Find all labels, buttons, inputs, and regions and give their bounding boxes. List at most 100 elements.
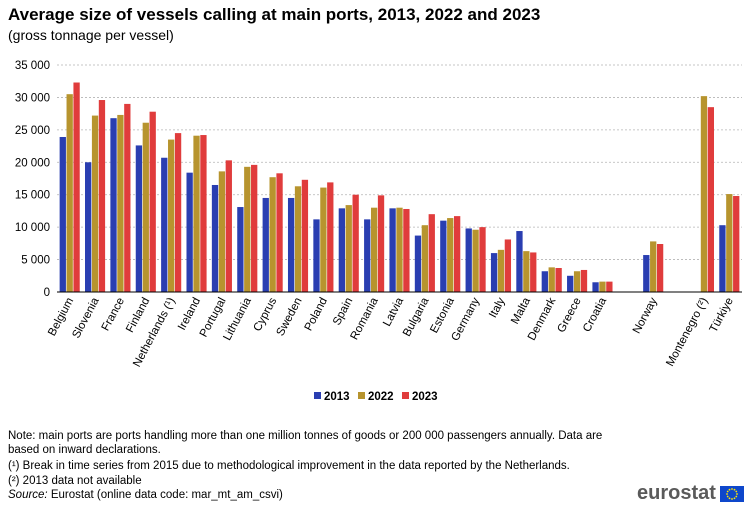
bar-2023 bbox=[656, 244, 664, 292]
bar-2023 bbox=[530, 252, 537, 292]
eurostat-logo: eurostat bbox=[637, 482, 744, 505]
bar-2013 bbox=[490, 253, 498, 292]
bar-chart: 0 5 000 10 000 15 000 20 000 25 000 30 000 35 0… bbox=[15, 60, 742, 403]
source-line: Source: Eurostat (online data code: mar_… bbox=[8, 489, 283, 501]
bar-2022 bbox=[345, 205, 352, 292]
bar-2022 bbox=[726, 194, 733, 292]
bar-2023 bbox=[428, 214, 435, 292]
legend: 2013 2022 2023 bbox=[314, 391, 438, 403]
bar-2022 bbox=[650, 241, 657, 292]
bar-2022 bbox=[548, 267, 555, 292]
bar-2023 bbox=[327, 182, 334, 292]
bar-2022 bbox=[66, 94, 73, 292]
x-tick-label: Finland bbox=[124, 296, 152, 335]
bar-2013 bbox=[262, 197, 269, 292]
source-text: Eurostat (online data code: mar_mt_am_cs… bbox=[47, 489, 283, 501]
bar-2022 bbox=[497, 249, 505, 292]
bar-2013 bbox=[567, 275, 574, 292]
bar-2023 bbox=[479, 227, 486, 292]
bar-2022 bbox=[396, 207, 403, 292]
bar-2013 bbox=[161, 157, 168, 292]
bar-2023 bbox=[225, 160, 232, 292]
bar-2013 bbox=[389, 208, 396, 292]
bar-2013 bbox=[186, 172, 193, 292]
y-tick-label: 35 000 bbox=[15, 60, 50, 72]
footnote-1: (¹) Break in time series from 2015 due t… bbox=[8, 460, 570, 472]
bar-2013 bbox=[237, 207, 244, 292]
x-tick-label: France bbox=[100, 296, 127, 333]
bar-2023 bbox=[352, 194, 359, 292]
bar-2022 bbox=[700, 96, 708, 292]
x-tick-label: Montenegro (²) bbox=[664, 296, 710, 369]
bar-2023 bbox=[504, 239, 512, 292]
bar-2023 bbox=[124, 103, 131, 293]
bar-2022 bbox=[294, 186, 302, 292]
bar-2023 bbox=[403, 208, 410, 292]
x-tick-label: Sweden bbox=[275, 296, 305, 338]
legend-label-2023: 2023 bbox=[412, 391, 438, 403]
bar-2023 bbox=[580, 269, 588, 292]
legend-swatch-2023 bbox=[402, 392, 409, 399]
bar-2022 bbox=[91, 115, 99, 293]
x-tick-label: Ireland bbox=[176, 296, 203, 333]
x-tick-label: Croatia bbox=[581, 295, 609, 334]
y-axis-tick-labels: 0 5 000 10 000 15 000 20 000 25 000 30 000 35 0… bbox=[15, 60, 50, 299]
bar-2023 bbox=[453, 216, 461, 292]
legend-label-2013: 2013 bbox=[324, 391, 350, 403]
bar-2013 bbox=[440, 220, 447, 292]
x-tick-label: Türkiye bbox=[708, 296, 736, 335]
bar-2013 bbox=[85, 162, 92, 292]
x-tick-label: Latvia bbox=[381, 295, 406, 328]
legend-swatch-2013 bbox=[314, 392, 321, 399]
bar-2013 bbox=[364, 219, 371, 292]
x-tick-label: Norway bbox=[631, 296, 660, 336]
bar-2023 bbox=[301, 179, 309, 292]
footnote-2: (²) 2013 data not available bbox=[8, 475, 142, 487]
bar-2023 bbox=[276, 173, 283, 292]
bar-2013 bbox=[338, 208, 346, 292]
bar-2023 bbox=[733, 196, 740, 292]
bar-2023 bbox=[174, 133, 182, 292]
y-tick-label: 30 000 bbox=[15, 92, 50, 104]
bar-2023 bbox=[377, 195, 385, 292]
bar-2022 bbox=[193, 135, 200, 292]
bar-2013 bbox=[541, 271, 548, 292]
bar-2013 bbox=[287, 197, 295, 292]
bar-2023 bbox=[98, 100, 106, 292]
bar-2022 bbox=[269, 177, 276, 292]
bar-2013 bbox=[516, 231, 523, 292]
bar-2023 bbox=[73, 82, 80, 292]
x-tick-label: Greece bbox=[555, 296, 583, 335]
source-label: Source: bbox=[8, 489, 48, 501]
bar-2013 bbox=[59, 136, 66, 292]
legend-swatch-2022 bbox=[358, 392, 365, 399]
bar-2013 bbox=[211, 184, 219, 292]
bar-2013 bbox=[313, 219, 320, 292]
x-tick-label: Cyprus bbox=[252, 296, 280, 334]
bar-2023 bbox=[251, 164, 258, 292]
bar-2013 bbox=[719, 225, 726, 292]
x-tick-label: Italy bbox=[487, 296, 508, 320]
bar-2013 bbox=[465, 228, 472, 292]
x-axis-tick-labels: BelgiumSloveniaFranceFinlandNetherlands … bbox=[46, 295, 736, 369]
bar-2022 bbox=[142, 122, 149, 292]
bar-2023 bbox=[707, 107, 714, 293]
chart-title: Average size of vessels calling at main … bbox=[8, 5, 541, 24]
chart-subtitle: (gross tonnage per vessel) bbox=[8, 27, 174, 43]
y-tick-label: 25 000 bbox=[15, 125, 50, 137]
bar-2022 bbox=[472, 229, 479, 292]
eurostat-wordmark: eurostat bbox=[637, 482, 716, 504]
bar-2013 bbox=[110, 118, 117, 292]
legend-label-2022: 2022 bbox=[368, 391, 394, 403]
y-tick-label: 15 000 bbox=[15, 190, 50, 202]
x-tick-label: Malta bbox=[509, 295, 533, 326]
bar-2023 bbox=[606, 281, 613, 292]
bar-2013 bbox=[643, 255, 650, 292]
bar-2013 bbox=[135, 145, 143, 292]
bar-2023 bbox=[149, 111, 156, 292]
bar-2022 bbox=[370, 207, 378, 292]
x-tick-label: Poland bbox=[303, 296, 330, 333]
bar-2022 bbox=[168, 139, 175, 292]
note-main: Note: main ports are ports handling more… bbox=[8, 430, 603, 456]
y-tick-label: 10 000 bbox=[15, 222, 50, 234]
